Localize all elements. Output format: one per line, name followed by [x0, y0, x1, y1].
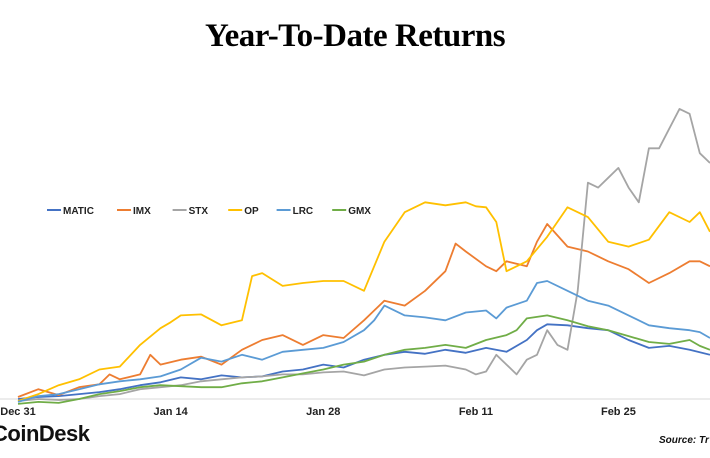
series-line-gmx [17, 314, 710, 405]
legend-label-imx: IMX [133, 206, 151, 217]
series-line-matic [17, 323, 710, 400]
x-tick-label: Feb 11 [459, 406, 493, 418]
series-layer [17, 108, 710, 405]
chart-title: Year-To-Date Returns [204, 18, 506, 54]
legend-label-gmx: GMX [348, 206, 371, 217]
coindesk-logo: CoinDesk [0, 421, 90, 446]
x-tick-label: Dec 31 [0, 406, 35, 418]
legend: MATIC IMX STX OP LRC GMX [47, 206, 371, 217]
source-note: Source: Tr [659, 435, 709, 446]
legend-label-lrc: LRC [293, 206, 314, 217]
series-line-lrc [17, 280, 710, 403]
legend-label-stx: STX [189, 206, 209, 217]
series-line-stx [17, 108, 710, 402]
x-tick-label: Feb 25 [601, 406, 636, 418]
legend-label-op: OP [244, 206, 259, 217]
x-tick-label: Jan 28 [306, 406, 340, 418]
series-line-imx [17, 223, 710, 398]
x-tick-label: Jan 14 [154, 406, 189, 418]
x-tick-labels: Dec 31 Jan 14 Jan 28 Feb 11 Feb 25 [0, 406, 636, 418]
legend-label-matic: MATIC [63, 206, 94, 217]
series-line-op [17, 201, 710, 402]
